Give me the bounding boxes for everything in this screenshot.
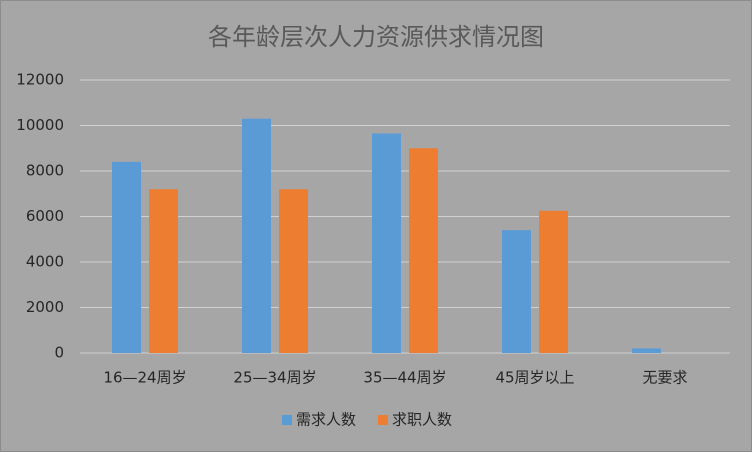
bar	[372, 133, 401, 353]
bar	[149, 189, 178, 353]
x-tick-label: 35—44周岁	[363, 369, 446, 387]
chart-title: 各年龄层次人力资源供求情况图	[208, 23, 544, 51]
bar	[632, 348, 661, 353]
x-tick-label: 25—34周岁	[233, 369, 316, 387]
bar	[409, 148, 438, 353]
x-tick-label: 16—24周岁	[103, 369, 186, 387]
bar	[539, 210, 568, 353]
legend-label: 求职人数	[392, 411, 452, 429]
y-tick-label: 10000	[16, 116, 64, 134]
bar	[242, 118, 271, 353]
y-tick-label: 0	[54, 344, 64, 362]
bar	[279, 189, 308, 353]
y-tick-label: 8000	[26, 162, 64, 180]
x-tick-label: 45周岁以上	[495, 369, 574, 387]
legend-label: 需求人数	[296, 411, 356, 429]
bar	[112, 161, 141, 353]
x-tick-label: 无要求	[642, 369, 687, 387]
y-tick-label: 12000	[16, 71, 64, 89]
legend-swatch	[282, 415, 292, 425]
bar	[502, 230, 531, 353]
y-tick-label: 4000	[26, 253, 64, 271]
y-tick-label: 6000	[26, 207, 64, 225]
y-tick-label: 2000	[26, 298, 64, 316]
legend-swatch	[378, 415, 389, 425]
